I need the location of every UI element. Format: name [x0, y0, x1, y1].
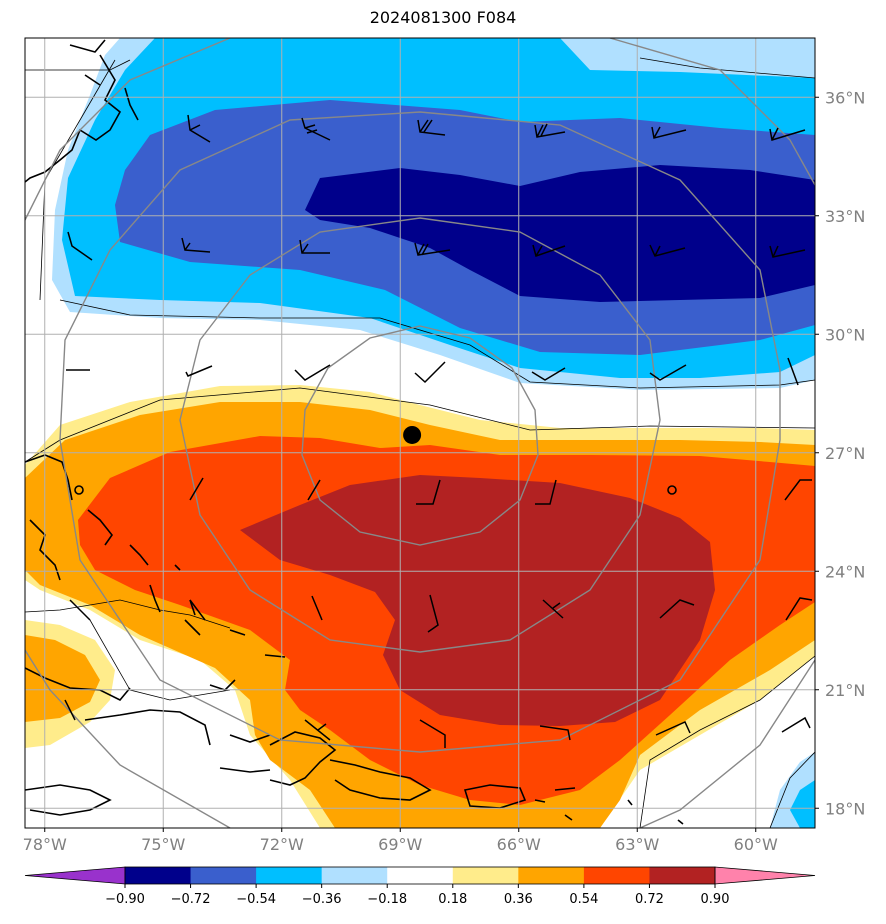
- anomaly-fill-layer: [25, 38, 815, 828]
- lat-tick-label: 18°N: [825, 799, 865, 818]
- graticule: [25, 38, 815, 828]
- lon-tick-label: 66°W: [497, 835, 541, 854]
- colorbar-extend-high: [714, 866, 816, 885]
- lat-tick-label: 30°N: [825, 325, 865, 344]
- colorbar-tick-label: −0.18: [367, 892, 407, 907]
- latitude-tick-labels: 36°N 33°N 30°N 27°N 24°N 21°N 18°N: [815, 88, 865, 818]
- colorbar-labels: −0.90 −0.72 −0.54 −0.36 −0.18 0.18 0.36 0.54 0.7…: [105, 884, 729, 907]
- lon-tick-label: 60°W: [734, 835, 778, 854]
- colorbar-tick-label: −0.36: [302, 892, 342, 907]
- colorbar-outline: [124, 866, 716, 885]
- colorbar-tick-label: −0.72: [171, 892, 211, 907]
- lat-tick-label: 33°N: [825, 207, 865, 226]
- wind-barb-layer: [64, 114, 813, 748]
- lon-tick-label: 72°W: [260, 835, 304, 854]
- contour-fill-navy: [305, 165, 815, 302]
- colorbar-segment: [452, 867, 519, 884]
- lon-tick-label: 75°W: [141, 835, 185, 854]
- map-frame: [24, 37, 816, 829]
- lon-tick-label: 63°W: [615, 835, 659, 854]
- lat-tick-label: 36°N: [825, 88, 865, 107]
- coastline-layer: [25, 39, 684, 825]
- colorbar-tick-label: 0.54: [569, 892, 598, 907]
- colorbar-segment: [649, 867, 716, 884]
- map-title: 2024081300 F084: [369, 8, 517, 27]
- lat-tick-label: 27°N: [825, 444, 865, 463]
- colorbar-tick-label: 0.90: [701, 892, 730, 907]
- contour-fill-firebrick: [240, 475, 715, 726]
- range-ring-inner: [301, 325, 539, 546]
- lat-tick-label: 21°N: [825, 681, 865, 700]
- boundary-lines: [25, 57, 815, 828]
- contour-fill-se-skyblue: [790, 780, 815, 828]
- longitude-tick-labels: 78°W 75°W 72°W 69°W 66°W 63°W 60°W: [23, 828, 778, 854]
- lon-tick-label: 78°W: [23, 835, 67, 854]
- colorbar: [24, 866, 816, 885]
- range-ring-outermost: [25, 38, 815, 828]
- colorbar-tick-label: 0.36: [504, 892, 533, 907]
- colorbar-segment: [256, 867, 323, 884]
- colorbar-segment: [321, 867, 388, 884]
- colorbar-tick-label: −0.54: [236, 892, 276, 907]
- colorbar-tick-label: 0.72: [635, 892, 664, 907]
- colorbar-segment: [387, 867, 454, 884]
- lon-tick-label: 69°W: [378, 835, 422, 854]
- colorbar-extend-low: [24, 866, 126, 885]
- contour-fill-sw-orange: [25, 635, 100, 722]
- colorbar-tick-label: −0.90: [105, 892, 145, 907]
- colorbar-tick-label: 0.18: [438, 892, 467, 907]
- range-ring-middle: [179, 217, 661, 653]
- range-ring-outer: [59, 111, 781, 753]
- colorbar-segment: [125, 867, 192, 884]
- storm-center-marker: [403, 425, 422, 444]
- range-rings: [25, 38, 815, 828]
- colorbar-segment: [583, 867, 650, 884]
- colorbar-segment: [190, 867, 257, 884]
- lat-tick-label: 24°N: [825, 562, 865, 581]
- colorbar-segment: [518, 867, 585, 884]
